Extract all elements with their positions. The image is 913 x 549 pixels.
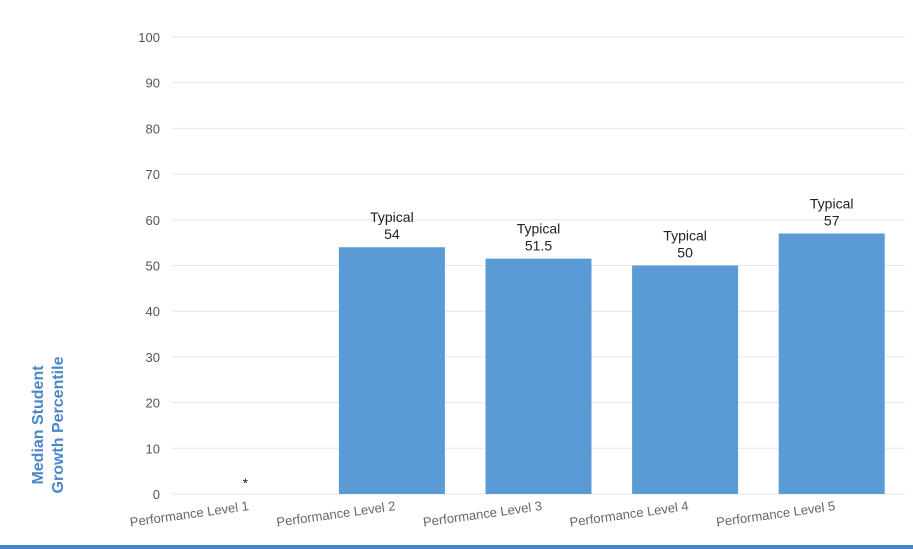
bar-5 bbox=[778, 233, 885, 494]
bar-value-label: 57 bbox=[824, 213, 840, 229]
y-axis-title-line-2: Growth Percentile bbox=[50, 356, 67, 493]
bar-4 bbox=[632, 265, 739, 494]
missing-data-marker: * bbox=[243, 475, 249, 491]
y-tick-label: 40 bbox=[146, 304, 160, 319]
bar-descriptor-label: Typical bbox=[663, 228, 707, 244]
bar-value-label: 51.5 bbox=[525, 238, 552, 254]
x-category-label: Performance Level 5 bbox=[715, 498, 836, 530]
y-tick-label: 20 bbox=[146, 396, 160, 411]
y-tick-label: 70 bbox=[146, 167, 160, 182]
bar-descriptor-label: Typical bbox=[370, 209, 414, 225]
x-category-labels: Performance Level 1 Performance Level 2 Pe… bbox=[129, 498, 836, 530]
bar-value-label: 50 bbox=[677, 245, 693, 261]
y-tick-label: 30 bbox=[146, 350, 160, 365]
y-tick-label: 90 bbox=[146, 76, 160, 91]
bar-3 bbox=[485, 258, 592, 494]
bars bbox=[338, 233, 885, 494]
bar-descriptor-label: Typical bbox=[517, 221, 561, 237]
y-tick-label: 80 bbox=[146, 121, 160, 136]
x-category-label: Performance Level 3 bbox=[422, 498, 543, 530]
x-category-label: Performance Level 2 bbox=[275, 498, 396, 530]
bar-descriptor-label: Typical bbox=[810, 196, 854, 212]
y-tick-label: 50 bbox=[146, 259, 160, 274]
y-tick-label: 10 bbox=[146, 441, 160, 456]
x-category-label: Performance Level 1 bbox=[129, 498, 250, 530]
y-axis-title-line-1: Median Student bbox=[30, 365, 47, 485]
bottom-rule bbox=[0, 545, 913, 549]
y-tick-label: 0 bbox=[153, 487, 160, 502]
x-category-label: Performance Level 4 bbox=[569, 498, 690, 530]
bar-2 bbox=[338, 247, 445, 494]
bar-value-label: 54 bbox=[384, 226, 400, 242]
y-tick-labels: 0 10 20 30 40 50 60 70 80 90 100 bbox=[138, 30, 160, 502]
y-tick-label: 60 bbox=[146, 213, 160, 228]
y-tick-label: 100 bbox=[138, 30, 160, 45]
